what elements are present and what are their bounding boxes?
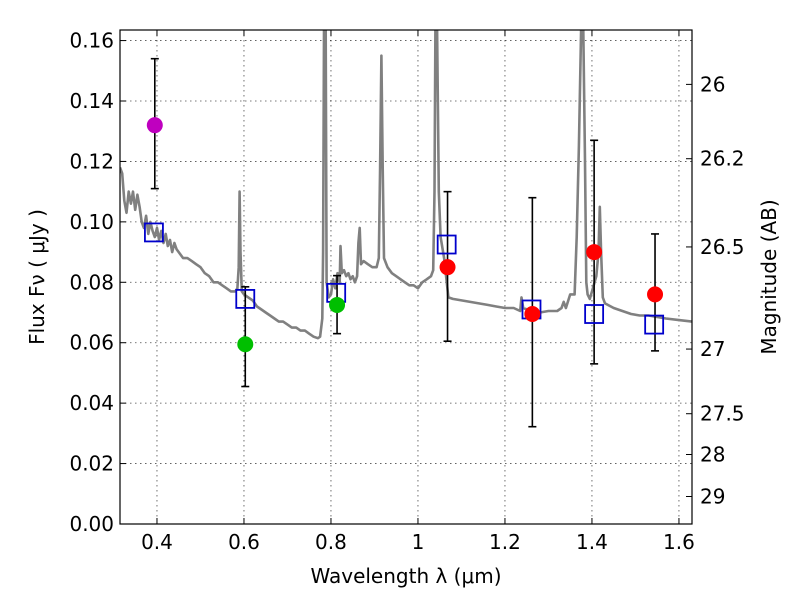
y2-tick-label: 27.5 (700, 402, 745, 426)
grid-layer (120, 30, 692, 524)
y-tick-label: 0.14 (69, 89, 114, 113)
y-tick-label: 0.10 (69, 210, 114, 234)
errorbar-layer (150, 57, 660, 428)
observed-point-marker (647, 286, 664, 303)
observed-point-marker (586, 244, 603, 261)
x-tick-label: 0.4 (141, 530, 173, 554)
observed-point-marker (439, 259, 456, 276)
model-square-marker (144, 222, 164, 243)
x-tick-label: 0.8 (315, 530, 347, 554)
y2-axis-title: Magnitude (AB) (757, 199, 781, 354)
sed-model-layer (120, 30, 692, 340)
model-square-marker (436, 234, 457, 255)
marker-layer (144, 117, 665, 353)
y2-tick-label: 28 (700, 443, 725, 467)
plot-frame (119, 29, 693, 525)
x-axis-title: Wavelength λ (μm) (310, 564, 501, 588)
observed-point-marker (146, 117, 163, 134)
y-tick-label: 0.12 (69, 149, 114, 173)
sed-model-line (120, 30, 692, 340)
x-tick-label: 0.6 (228, 530, 260, 554)
y-tick-label: 0.06 (69, 331, 114, 355)
y-axis-title: Flux Fν ( μJy ) (25, 209, 49, 345)
observed-point-marker (237, 336, 254, 353)
observed-point-marker (329, 296, 346, 313)
model-square-marker (584, 304, 605, 324)
y2-tick-label: 26.2 (700, 147, 745, 171)
x-tick-label: 1.4 (576, 530, 608, 554)
y-tick-label: 0.00 (69, 512, 114, 536)
axes-layer: 0.4 0.6 0.8 1 1.2 1.4 1.6 0.00 0.02 0.04 0.06 0.08 0… (69, 29, 744, 554)
y2-tick-label: 29 (700, 485, 725, 509)
y2-tick-label: 26 (700, 72, 725, 96)
y-tick-label: 0.04 (69, 391, 114, 415)
y2-tick-label: 27 (700, 337, 725, 361)
x-tick-label: 1.2 (489, 530, 521, 554)
y2-tick-label: 26.5 (700, 235, 745, 259)
y-tick-label: 0.02 (69, 452, 114, 476)
y-tick-label: 0.16 (69, 29, 114, 53)
label-layer: Wavelength λ (μm) Flux Fν ( μJy ) Magnit… (25, 199, 781, 588)
x-tick-label: 1.6 (663, 530, 695, 554)
observed-point-marker (524, 306, 541, 323)
x-tick-label: 1 (412, 530, 425, 554)
y-tick-label: 0.08 (69, 270, 114, 294)
model-square-marker (644, 314, 665, 335)
model-square-marker (235, 289, 256, 309)
